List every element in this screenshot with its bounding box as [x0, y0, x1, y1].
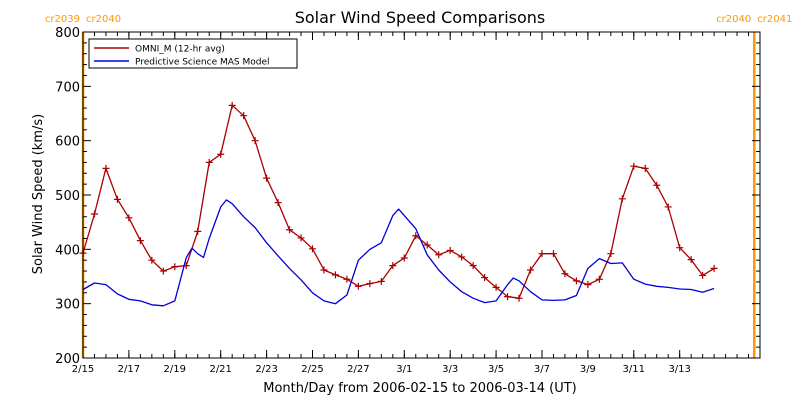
- y-tick-label: 600: [55, 135, 80, 150]
- x-tick-label: 2/15: [72, 364, 94, 375]
- axes: 200 300 400 500 600 700 800 2/15 2/17 2/19 2/21 2/2…: [55, 26, 761, 375]
- legend-box: [88, 38, 298, 69]
- carrington-label: cr2039: [45, 14, 80, 25]
- y-tick-label: 400: [55, 243, 80, 258]
- series-line: [82, 199, 715, 307]
- data-point: [274, 199, 282, 207]
- data-point: [400, 254, 408, 262]
- data-point: [607, 250, 615, 258]
- data-point: [618, 195, 626, 203]
- data-point: [205, 158, 213, 166]
- y-tick-label: 200: [55, 352, 80, 367]
- data-point: [136, 237, 144, 245]
- data-point: [687, 256, 695, 264]
- legend-entry: Predictive Science MAS Model: [135, 58, 270, 68]
- x-axis-label: Month/Day from 2006-02-15 to 2006-03-14 …: [263, 381, 576, 396]
- data-point: [538, 250, 546, 258]
- data-point: [710, 264, 718, 272]
- data-point: [159, 267, 167, 275]
- data-point: [504, 293, 512, 301]
- data-point: [412, 232, 420, 240]
- data-point: [308, 245, 316, 253]
- carrington-label: cr2041: [757, 14, 792, 25]
- data-point: [481, 274, 489, 282]
- y-axis-label: Solar Wind Speed (km/s): [31, 114, 46, 274]
- data-point: [331, 271, 339, 279]
- x-tick-label: 3/1: [396, 364, 412, 375]
- series-lines: [79, 101, 718, 307]
- data-point: [366, 280, 374, 288]
- data-point: [194, 227, 202, 235]
- data-point: [343, 275, 351, 283]
- legend-entry: OMNI_M (12-hr avg): [135, 45, 225, 55]
- data-point: [469, 262, 477, 270]
- carrington-label: cr2040: [716, 14, 751, 25]
- data-point: [423, 241, 431, 249]
- x-tick-label: 2/25: [301, 364, 323, 375]
- x-tick-label: 3/9: [580, 364, 596, 375]
- y-tick-label: 300: [55, 298, 80, 313]
- y-tick-label: 700: [55, 80, 80, 95]
- y-tick-label: 800: [55, 26, 80, 41]
- data-point: [297, 234, 305, 242]
- data-point: [595, 275, 603, 283]
- series-line: [82, 104, 715, 299]
- data-point: [263, 174, 271, 182]
- data-point: [664, 203, 672, 211]
- data-point: [389, 262, 397, 270]
- data-point: [641, 164, 649, 172]
- data-point: [286, 226, 294, 234]
- data-point: [217, 150, 225, 158]
- data-point: [527, 266, 535, 274]
- data-point: [377, 277, 385, 285]
- data-point: [653, 181, 661, 189]
- x-tick-label: 2/27: [347, 364, 369, 375]
- data-point: [515, 294, 523, 302]
- plot-frame: [82, 31, 761, 359]
- x-tick-label: 3/11: [623, 364, 645, 375]
- data-point: [584, 281, 592, 289]
- data-point: [171, 263, 179, 271]
- data-point: [630, 162, 638, 170]
- y-tick-label: 500: [55, 189, 80, 204]
- data-point: [228, 101, 236, 109]
- data-point: [446, 246, 454, 254]
- data-point: [113, 195, 121, 203]
- data-point: [676, 244, 684, 252]
- data-point: [699, 271, 707, 279]
- data-point: [435, 251, 443, 259]
- data-point: [458, 253, 466, 261]
- data-point: [492, 283, 500, 291]
- x-tick-label: 3/13: [668, 364, 690, 375]
- data-point: [125, 214, 133, 222]
- x-tick-label: 3/3: [442, 364, 458, 375]
- legend: OMNI_M (12-hr avg) Predictive Science MAS…: [88, 38, 298, 69]
- data-point: [320, 266, 328, 274]
- data-point: [148, 256, 156, 264]
- data-point: [90, 210, 98, 218]
- data-point: [572, 277, 580, 285]
- chart-title: Solar Wind Speed Comparisons: [295, 8, 546, 27]
- x-tick-label: 2/23: [255, 364, 277, 375]
- x-tick-label: 2/19: [164, 364, 186, 375]
- data-point: [549, 250, 557, 258]
- data-point: [251, 137, 259, 145]
- data-point: [561, 270, 569, 278]
- x-tick-label: 2/17: [118, 364, 140, 375]
- x-tick-label: 3/7: [534, 364, 550, 375]
- data-point: [102, 164, 110, 172]
- data-point: [240, 112, 248, 120]
- data-point: [354, 282, 362, 290]
- x-tick-label: 3/5: [488, 364, 504, 375]
- carrington-label: cr2040: [86, 14, 121, 25]
- x-tick-label: 2/21: [209, 364, 231, 375]
